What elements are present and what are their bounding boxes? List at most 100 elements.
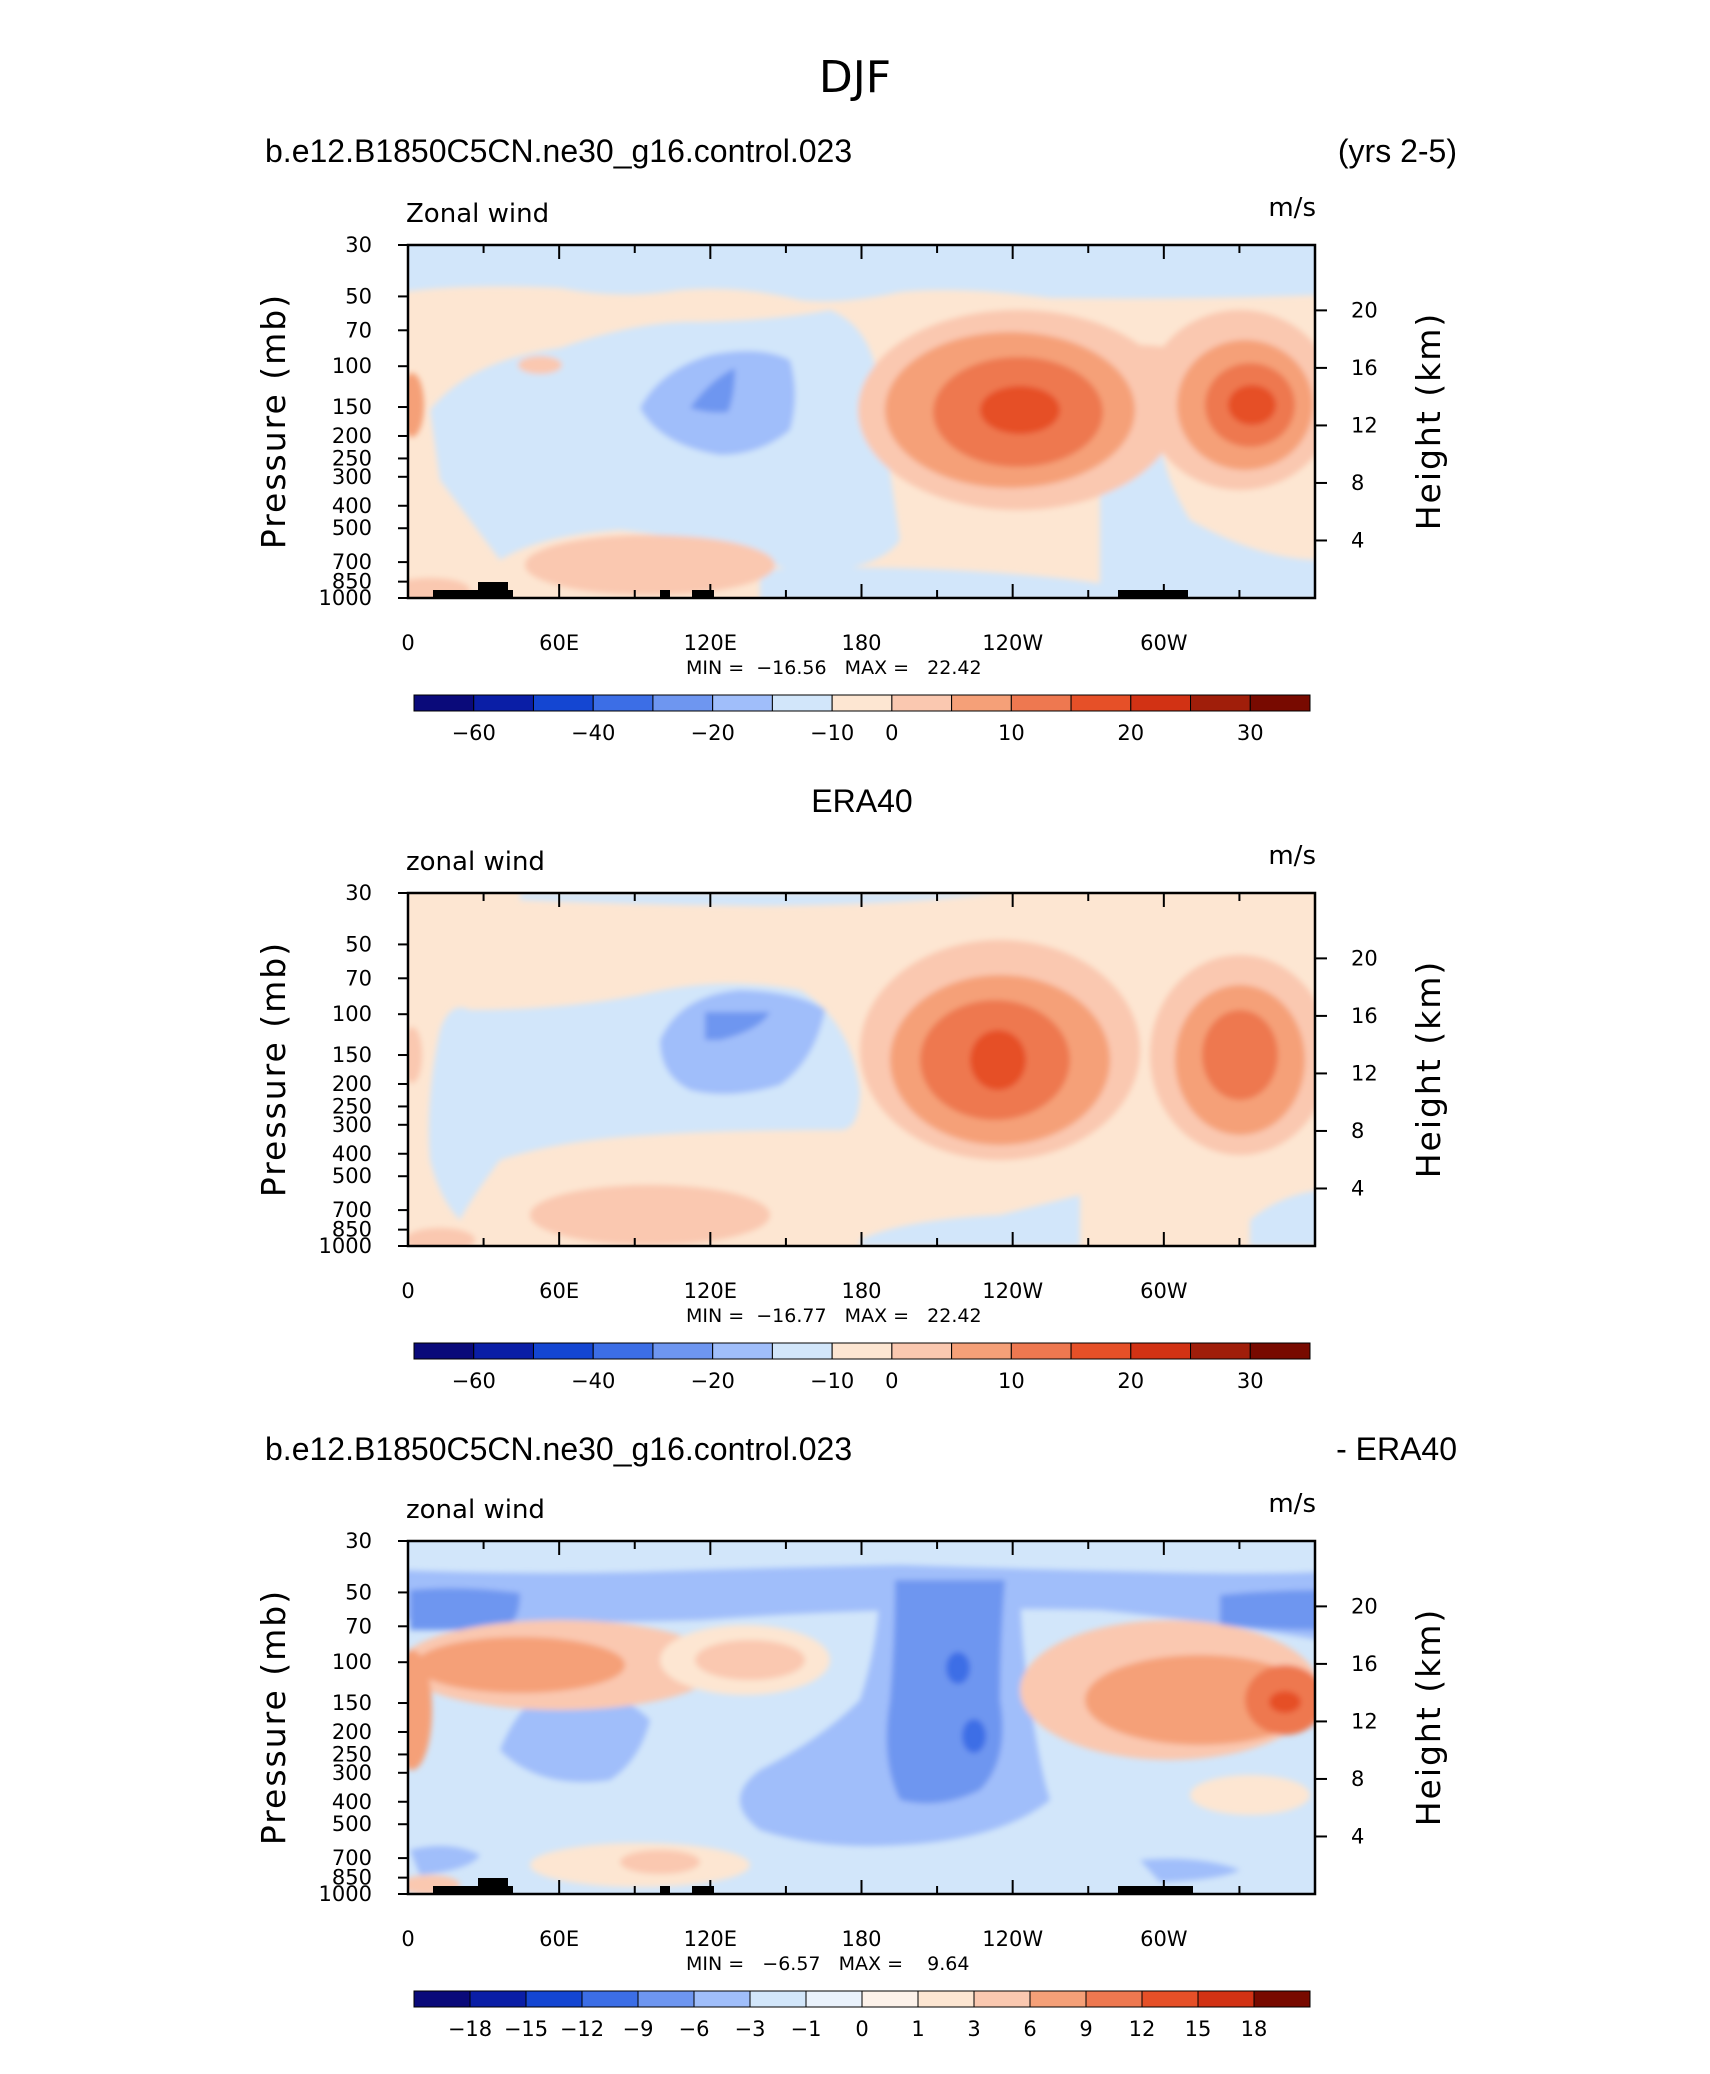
y2-tick-label: 12 xyxy=(1351,1061,1378,1085)
colorbar-swatch xyxy=(581,1990,639,2008)
contour-jet-atlantic-25 xyxy=(1228,385,1276,425)
contour-westerly-edge-west xyxy=(408,1027,422,1083)
colorbar-label: 0 xyxy=(885,1369,898,1393)
y2-tick-label: 8 xyxy=(1351,1767,1364,1791)
colorbar-swatch xyxy=(861,1990,919,2008)
y-tick-label: 700 xyxy=(332,550,372,574)
panel-units-label: m/s xyxy=(1268,193,1316,223)
colorbar-swatch xyxy=(891,694,953,712)
x-tick-label: 60E xyxy=(539,631,579,655)
y-tick-label: 200 xyxy=(332,424,372,448)
y-tick-label: 50 xyxy=(345,1580,372,1604)
panel-difference: b.e12.B1850C5CN.ne30_g16.control.023 - E… xyxy=(254,1431,1457,2041)
colorbar-swatch xyxy=(592,1342,654,1360)
colorbar-swatch xyxy=(1010,1342,1072,1360)
x-tick-label: 120E xyxy=(684,1927,737,1951)
y-tick-label: 1000 xyxy=(319,1234,372,1258)
colorbar-label: 12 xyxy=(1129,2017,1156,2041)
contour-weak-easterly-top xyxy=(408,245,1315,302)
colorbar-swatch xyxy=(1141,1990,1199,2008)
x-tick-label: 120W xyxy=(982,631,1043,655)
colorbar-label: 10 xyxy=(998,1369,1025,1393)
y-tick-label: 100 xyxy=(332,1650,372,1674)
contour-weak-easterly-sfc xyxy=(760,567,1110,598)
colorbar-swatch xyxy=(951,1342,1012,1360)
contour-weak-easterly-east xyxy=(1250,1190,1315,1246)
contour-pos-mid-east xyxy=(1190,1775,1310,1815)
colorbar-swatch xyxy=(532,1342,594,1360)
x-tick-label: 120W xyxy=(982,1927,1043,1951)
colorbar-label: −6 xyxy=(679,2017,710,2041)
colorbar-swatch xyxy=(973,1990,1031,2008)
y-tick-label: 700 xyxy=(332,1198,372,1222)
y-tick-label: 30 xyxy=(345,881,372,905)
colorbar-label: −15 xyxy=(504,2017,548,2041)
colorbar-label: −10 xyxy=(810,1369,854,1393)
x-tick-label: 120E xyxy=(684,1279,737,1303)
colorbar-label: −40 xyxy=(571,1369,615,1393)
y2-tick-label: 16 xyxy=(1351,1652,1378,1676)
colorbar-swatch xyxy=(771,694,833,712)
panel-header-right: (yrs 2-5) xyxy=(1338,133,1457,169)
colorbar-label: 20 xyxy=(1117,1369,1144,1393)
colorbar-swatch xyxy=(951,694,1012,712)
colorbar-swatch xyxy=(413,694,475,712)
panel-units-label: m/s xyxy=(1268,1489,1316,1519)
y-tick-label: 70 xyxy=(345,318,372,342)
colorbar-swatch xyxy=(1253,1990,1311,2008)
colorbar-swatch xyxy=(1130,694,1192,712)
contour-jet-pacific-25 xyxy=(970,1030,1026,1090)
colorbar-swatch xyxy=(805,1990,863,2008)
colorbar-swatch xyxy=(413,1342,475,1360)
y-tick-label: 700 xyxy=(332,1846,372,1870)
contour-field xyxy=(408,245,1315,598)
colorbar-label: 20 xyxy=(1117,721,1144,745)
panel-header-center: ERA40 xyxy=(811,783,912,819)
y2-tick-label: 16 xyxy=(1351,356,1378,380)
contour-westerly-low-west xyxy=(408,1228,475,1246)
y-tick-label: 500 xyxy=(332,1812,372,1836)
colorbar-swatch xyxy=(473,694,534,712)
y2-tick-label: 20 xyxy=(1351,298,1378,322)
y-tick-label: 300 xyxy=(332,1113,372,1137)
contour-neg-low-east xyxy=(1140,1858,1240,1882)
colorbar-label: 6 xyxy=(1023,2017,1036,2041)
contour-pos-upper-asia-3 xyxy=(695,1640,805,1680)
contour-neg-low-west xyxy=(410,1846,480,1875)
colorbar-swatch xyxy=(1070,1342,1132,1360)
contour-westerly-upper-small xyxy=(518,356,562,374)
y-tick-label: 250 xyxy=(332,1742,372,1766)
y2-axis-label: Height (km) xyxy=(1409,1608,1448,1827)
y-tick-label: 400 xyxy=(332,494,372,518)
panel-reanalysis: ERA40 zonal wind m/s xyxy=(254,783,1448,1393)
contour-field xyxy=(408,1541,1315,1894)
colorbar-swatch xyxy=(652,694,714,712)
colorbar-label: −60 xyxy=(452,721,496,745)
y2-tick-label: 20 xyxy=(1351,946,1378,970)
contour-neg-center-spot1 xyxy=(946,1652,970,1684)
y-tick-label: 70 xyxy=(345,1614,372,1638)
colorbar-swatch xyxy=(891,1342,953,1360)
x-tick-label: 0 xyxy=(401,1279,414,1303)
colorbar-label: 0 xyxy=(885,721,898,745)
panel-header-left: b.e12.B1850C5CN.ne30_g16.control.023 xyxy=(265,1431,852,1467)
y-tick-label: 200 xyxy=(332,1720,372,1744)
colorbar-swatch xyxy=(749,1990,807,2008)
colorbar-swatch xyxy=(413,1990,471,2008)
colorbar-label: −9 xyxy=(623,2017,654,2041)
panel-header-right: - ERA40 xyxy=(1336,1431,1457,1467)
x-tick-label: 180 xyxy=(841,631,881,655)
colorbar-swatch xyxy=(1190,694,1251,712)
colorbar-swatch xyxy=(771,1342,833,1360)
colorbar-swatch xyxy=(1085,1990,1143,2008)
y2-tick-label: 12 xyxy=(1351,413,1378,437)
colorbar-swatch xyxy=(592,694,654,712)
contour-westerly-edge-west xyxy=(408,373,424,437)
x-tick-label: 0 xyxy=(401,1927,414,1951)
contour-neg-center-core xyxy=(886,1580,1005,1804)
colorbar-label: −12 xyxy=(560,2017,604,2041)
y-tick-label: 30 xyxy=(345,233,372,257)
topography-mask xyxy=(433,1878,1193,1894)
colorbar-label: 0 xyxy=(855,2017,868,2041)
